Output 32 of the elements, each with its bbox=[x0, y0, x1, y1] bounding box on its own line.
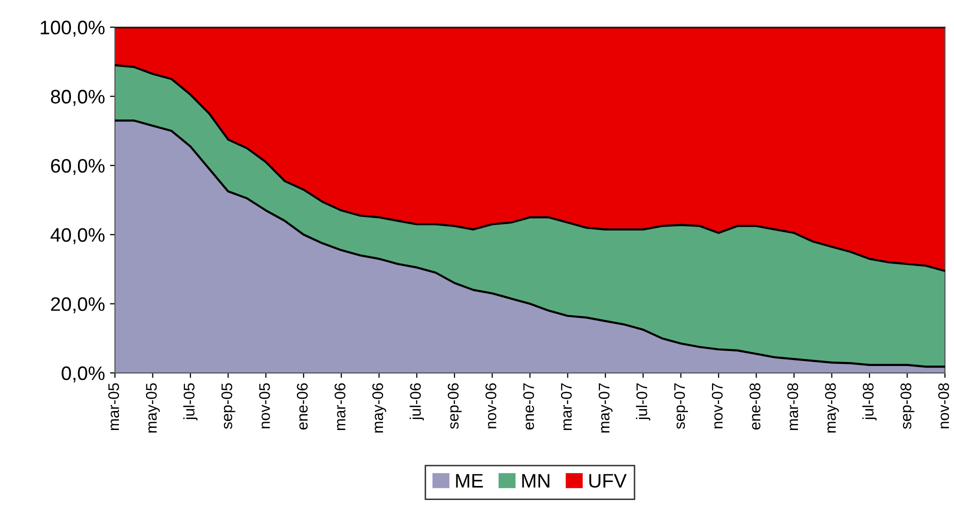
legend-label: MN bbox=[522, 474, 550, 488]
x-tick-label: sep-06 bbox=[448, 383, 462, 429]
x-tick-label: nov-08 bbox=[938, 383, 950, 428]
y-tick-label: 40,0% bbox=[50, 228, 105, 244]
x-tick-label: sep-05 bbox=[221, 383, 236, 429]
x-tick-label: mar-06 bbox=[334, 383, 346, 430]
x-tick-label: jul-05 bbox=[183, 383, 198, 420]
x-tick-label: ene-07 bbox=[523, 383, 534, 430]
legend-label: ME bbox=[456, 474, 483, 488]
x-tick-label: sep-07 bbox=[674, 383, 688, 429]
x-tick-label: jul-08 bbox=[862, 383, 877, 420]
y-tick-label: 20,0% bbox=[51, 297, 105, 314]
x-tick-label: jul-07 bbox=[636, 383, 650, 420]
x-tick-label: may-07 bbox=[598, 383, 613, 433]
y-tick-label: 80,0% bbox=[50, 90, 105, 106]
x-tick-label: mar-05 bbox=[108, 383, 120, 430]
x-tick-label: nov-06 bbox=[486, 383, 496, 428]
x-tick-label: may-08 bbox=[825, 383, 839, 433]
x-tick-label: mar-08 bbox=[787, 383, 798, 430]
x-tick-label: mar-07 bbox=[560, 383, 572, 430]
x-tick-label: ene-08 bbox=[750, 383, 760, 430]
y-tick-label: 60,0% bbox=[51, 158, 105, 176]
y-tick-label: 0,0% bbox=[62, 366, 105, 382]
x-tick-label: may-06 bbox=[372, 383, 386, 433]
x-tick-label: nov-07 bbox=[712, 383, 723, 428]
x-tick-label: sep-08 bbox=[900, 383, 914, 429]
x-tick-label: ene-06 bbox=[296, 383, 308, 430]
legend-label: UFV bbox=[589, 474, 627, 488]
x-tick-label: may-05 bbox=[146, 383, 160, 433]
y-tick-label: 100,0% bbox=[40, 20, 105, 37]
x-tick-label: jul-06 bbox=[410, 383, 424, 420]
x-tick-label: nov-05 bbox=[259, 383, 270, 428]
